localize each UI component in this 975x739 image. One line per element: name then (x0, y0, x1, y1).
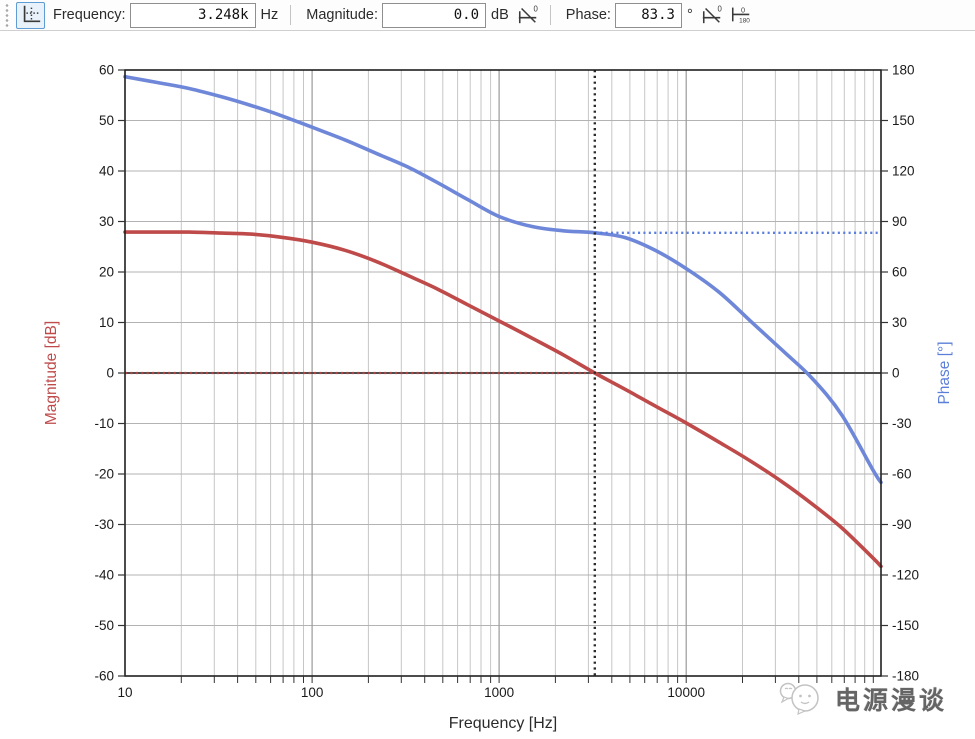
frequency-label: Frequency: (53, 7, 126, 23)
svg-text:1000: 1000 (484, 685, 514, 700)
toolbar-grip-handle[interactable] (4, 3, 10, 27)
svg-text:0: 0 (741, 5, 745, 14)
svg-text:0: 0 (718, 4, 723, 13)
axis-labels: 6050403020100-10-20-30-40-50-60180150120… (43, 63, 953, 733)
svg-text:180: 180 (739, 17, 750, 24)
cursor-display-toggle-button[interactable] (16, 1, 45, 29)
svg-text:10000: 10000 (667, 685, 705, 700)
left-axis-title: Magnitude [dB] (43, 321, 60, 425)
goto-zero-phase-crossing-button[interactable]: 0 (698, 2, 727, 29)
goto-zero-db-crossing-button[interactable]: 0 (514, 2, 543, 29)
svg-text:-10: -10 (94, 416, 114, 431)
svg-text:10: 10 (117, 685, 132, 700)
svg-text:-180: -180 (892, 669, 919, 684)
svg-text:60: 60 (892, 265, 907, 280)
magnitude-curve (123, 230, 883, 569)
curve-zero-crossing-icon: 0 (516, 3, 540, 28)
phase-unit: ° (686, 7, 693, 23)
bode-plot-canvas[interactable]: 6050403020100-10-20-30-40-50-60180150120… (0, 38, 975, 739)
zero-over-180-icon: 0 180 (729, 3, 753, 28)
toolbar-separator (549, 5, 551, 25)
svg-text:0: 0 (106, 366, 114, 381)
cursor-toolbar: Frequency: 3.248k Hz Magnitude: 0.0 dB 0… (0, 0, 975, 31)
frequency-unit: Hz (260, 7, 279, 23)
svg-text:30: 30 (99, 214, 114, 229)
watermark: 电源漫谈 (777, 676, 947, 722)
svg-text:90: 90 (892, 214, 907, 229)
chat-face-logo (777, 676, 825, 723)
x-axis-title: Frequency [Hz] (449, 715, 557, 732)
toolbar-separator (290, 5, 292, 25)
svg-text:30: 30 (892, 315, 907, 330)
svg-text:0: 0 (534, 4, 539, 13)
svg-text:-120: -120 (892, 568, 919, 583)
svg-text:-30: -30 (892, 416, 912, 431)
svg-text:-150: -150 (892, 618, 919, 633)
svg-text:-50: -50 (94, 618, 114, 633)
curve-zero-crossing-icon: 0 (700, 3, 724, 28)
svg-text:40: 40 (99, 164, 114, 179)
svg-text:50: 50 (99, 113, 114, 128)
magnitude-label: Magnitude: (306, 7, 379, 23)
svg-text:180: 180 (892, 63, 915, 78)
gridlines (125, 70, 881, 676)
svg-text:60: 60 (99, 63, 114, 78)
right-axis-title: Phase [°] (936, 341, 953, 404)
svg-text:20: 20 (99, 265, 114, 280)
frequency-input[interactable]: 3.248k (129, 2, 256, 28)
magnitude-unit: dB (491, 7, 509, 23)
svg-text:-60: -60 (94, 669, 114, 684)
svg-text:150: 150 (892, 113, 915, 128)
magnitude-input[interactable]: 0.0 (382, 2, 487, 28)
svg-text:120: 120 (892, 164, 915, 179)
svg-text:-60: -60 (892, 467, 912, 482)
svg-text:0: 0 (892, 366, 900, 381)
phase-label: Phase: (565, 7, 611, 23)
svg-text:10: 10 (99, 315, 114, 330)
phase-input[interactable]: 83.3 (614, 2, 682, 28)
svg-text:100: 100 (301, 685, 324, 700)
axes-cursor-icon (20, 3, 42, 28)
phase-0-180-range-button[interactable]: 0 180 (727, 2, 756, 29)
svg-text:-90: -90 (892, 517, 912, 532)
svg-text:-30: -30 (94, 517, 114, 532)
watermark-text: 电源漫谈 (834, 687, 947, 715)
svg-text:-40: -40 (94, 568, 114, 583)
phase-curve (123, 74, 883, 485)
svg-text:-20: -20 (94, 467, 114, 482)
